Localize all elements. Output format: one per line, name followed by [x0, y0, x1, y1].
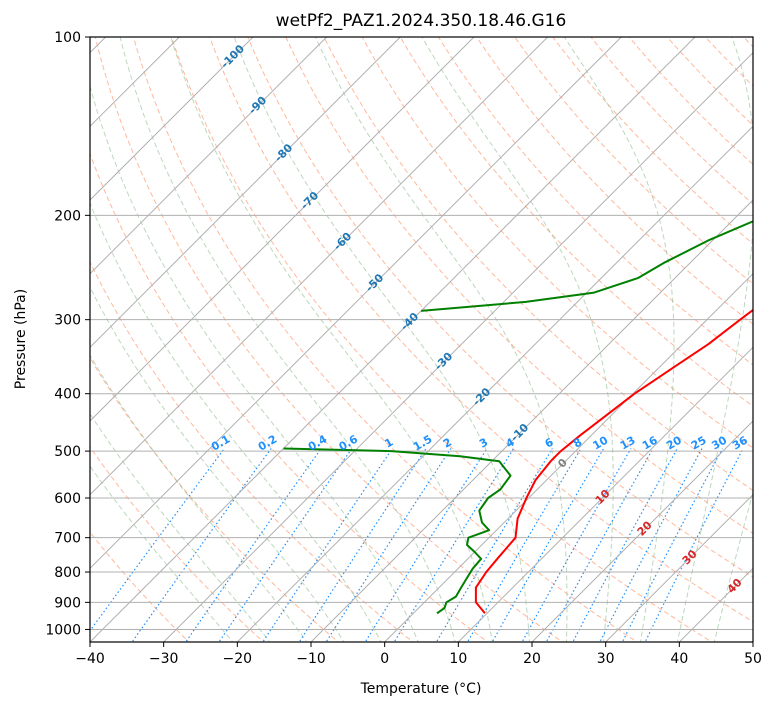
- x-tick-label: 30: [597, 651, 615, 667]
- isotherm-gridline: [531, 420, 753, 642]
- mixing-ratio-lines: [90, 448, 744, 642]
- isotherm-gridline: [90, 37, 549, 496]
- moist-adiabat: [90, 465, 234, 642]
- dry-adiabat: [323, 37, 753, 491]
- x-tick-label: 0: [380, 651, 389, 667]
- y-tick-label: 500: [54, 444, 81, 460]
- isotherm-gridline: [90, 37, 475, 422]
- y-tick-label: 100: [54, 30, 81, 46]
- dry-adiabat: [437, 37, 753, 366]
- isotherm-gridline: [752, 641, 753, 642]
- y-axis-label: Pressure (hPa): [13, 289, 29, 389]
- y-tick-label: 200: [54, 208, 81, 224]
- mixing-ratio-line: [185, 448, 322, 642]
- isotherm-gridline: [457, 346, 753, 642]
- mixing-ratio-line: [131, 448, 272, 642]
- dry-adiabat: [285, 37, 753, 535]
- pressure-gridlines: [90, 37, 753, 630]
- mixing-ratio-line: [545, 448, 654, 642]
- x-tick-label: −40: [75, 651, 105, 667]
- isotherm-gridline: [163, 51, 753, 642]
- y-tick-label: 600: [54, 491, 81, 507]
- isotherm-gridline: [236, 125, 753, 642]
- mixing-ratio-line: [621, 448, 723, 642]
- dry-adiabat: [361, 37, 753, 449]
- temperature-line: [474, 308, 753, 614]
- moist-adiabat: [90, 84, 419, 642]
- isotherm-gridline: [90, 37, 622, 570]
- y-tick-label: 300: [54, 313, 81, 329]
- dry-adiabat: [170, 37, 713, 642]
- dry-adiabat: [476, 37, 753, 325]
- y-tick-label: 900: [54, 595, 81, 611]
- mixing-ratio-line: [325, 448, 452, 642]
- profile-lines: [283, 220, 753, 615]
- isotherm-gridline: [90, 37, 696, 642]
- dry-adiabat: [247, 37, 753, 578]
- mixing-ratio-line: [393, 448, 515, 642]
- x-tick-label: −30: [149, 651, 179, 667]
- moist-adiabat: [90, 412, 271, 642]
- isotherm-gridline: [384, 272, 753, 642]
- dry-adiabat: [769, 24, 775, 645]
- mixing-ratio-line: [466, 448, 582, 642]
- y-tick-label: 800: [54, 565, 81, 581]
- x-tick-label: 10: [449, 651, 467, 667]
- y-tick-label: 700: [54, 531, 81, 547]
- x-tick-label: −20: [223, 651, 253, 667]
- moist-adiabat: [90, 354, 308, 642]
- mixing-ratio-line: [298, 448, 427, 642]
- mixing-ratio-line: [364, 448, 488, 642]
- isotherm-gridlines: [90, 37, 753, 642]
- mixing-ratio-line: [521, 448, 632, 642]
- mixing-ratio-line: [262, 448, 393, 642]
- y-tick-label: 400: [54, 387, 81, 403]
- mixing-ratio-line: [218, 448, 353, 642]
- chart-title: wetPf2_PAZ1.2024.350.18.46.G16: [276, 11, 567, 31]
- isotherm-gridline: [605, 493, 753, 642]
- isotherm-gridline: [310, 199, 753, 642]
- isotherm-gridline: [90, 37, 328, 275]
- isotherm-gridline: [90, 37, 401, 349]
- dewpoint-upper-line: [421, 220, 753, 312]
- mixing-ratio-line: [435, 448, 554, 642]
- y-tick-label: 1000: [45, 622, 81, 638]
- x-tick-label: 40: [670, 651, 688, 667]
- x-tick-label: 20: [523, 651, 541, 667]
- y-axis-ticks: 100 200 300 400 500 600 700 800 900 1000: [45, 30, 90, 638]
- x-axis-label: Temperature (°C): [360, 681, 482, 697]
- x-tick-label: 50: [744, 651, 762, 667]
- plot-background: [90, 37, 753, 642]
- dewpoint-line: [283, 447, 512, 615]
- x-axis-ticks: −40 −30 −20 −10 0 10 20 30 40 50: [75, 642, 762, 667]
- dry-adiabat: [90, 152, 489, 642]
- x-tick-label: −10: [296, 651, 326, 667]
- isotherm-gridline: [90, 37, 254, 201]
- plot-frame: [89, 36, 754, 643]
